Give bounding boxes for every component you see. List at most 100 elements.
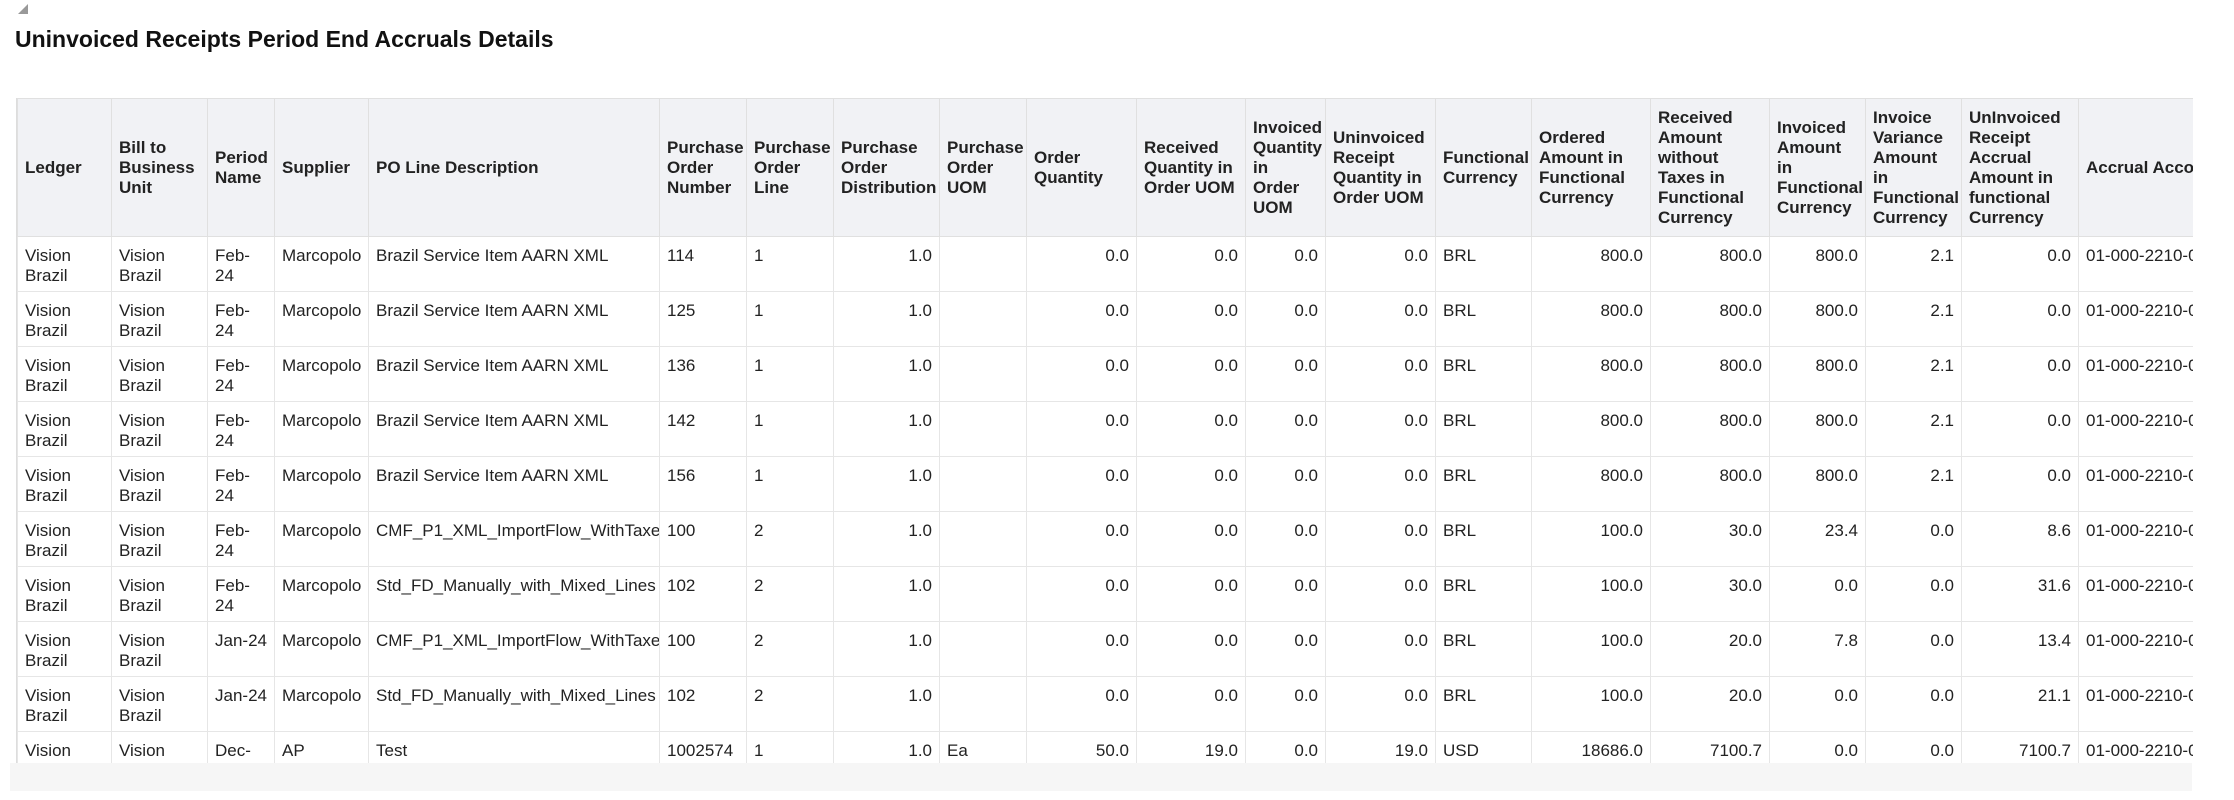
table-cell: 100 (659, 511, 747, 567)
table-cell: 800.0 (1650, 456, 1770, 512)
column-header[interactable]: Uninvoiced Receipt Quantity in Order UOM (1325, 98, 1436, 237)
table-cell: Marcopolo (274, 291, 369, 347)
table-cell: 0.0 (1325, 566, 1436, 622)
table-cell: Std_FD_Manually_with_Mixed_Lines (368, 676, 660, 732)
table-cell: 0.0 (1325, 511, 1436, 567)
column-header[interactable]: Received Quantity in Order UOM (1136, 98, 1246, 237)
table-cell: 1 (746, 346, 834, 402)
resize-icon[interactable] (18, 4, 28, 14)
table-cell: 19.0 (1136, 731, 1246, 763)
table-cell: USD (1435, 731, 1532, 763)
column-header[interactable]: UnInvoiced Receipt Accrual Amount in fun… (1961, 98, 2079, 237)
table-cell: 2.1 (1865, 346, 1962, 402)
table-cell: 800.0 (1769, 346, 1866, 402)
column-header[interactable]: Invoice Variance Amount in Functional Cu… (1865, 98, 1962, 237)
column-header[interactable]: Supplier (274, 98, 369, 237)
table-cell: AP RRF12 Supplier-2 (274, 731, 369, 763)
column-header[interactable]: Functional Currency (1435, 98, 1532, 237)
scroll-area (10, 763, 2192, 791)
table-row: Vision Brazil Vision Brazil Feb-24 Marcopol… (17, 346, 2193, 402)
column-header[interactable]: Invoiced Amount in Functional Currency (1769, 98, 1866, 237)
table-cell: BRL (1435, 456, 1532, 512)
table-cell: 01-000-2210-0 (2078, 731, 2193, 763)
column-header[interactable]: Purchase Order UOM (939, 98, 1027, 237)
table-cell: BRL (1435, 566, 1532, 622)
table-cell: 21.1 (1961, 676, 2079, 732)
table-cell: 0.0 (1245, 401, 1326, 457)
table-row: Vision Brazil Vision Brazil Feb-24 Marcopol… (17, 236, 2193, 292)
table-cell: 2.1 (1865, 236, 1962, 292)
table-cell: 2 (746, 676, 834, 732)
table-cell: 0.0 (1245, 621, 1326, 677)
table-cell: 102 (659, 676, 747, 732)
column-header[interactable]: Accrual Account (2078, 98, 2193, 237)
column-header[interactable]: PO Line Description (368, 98, 660, 237)
column-header[interactable]: Ordered Amount in Functional Currency (1531, 98, 1651, 237)
column-header[interactable]: Invoiced Quantity in Order UOM (1245, 98, 1326, 237)
table-cell: 01-000-2210-0 (2078, 566, 2193, 622)
table-cell: 1.0 (833, 236, 940, 292)
table-cell: 23.4 (1769, 511, 1866, 567)
table-cell: Jan-24 (207, 676, 275, 732)
table-cell (939, 401, 1027, 457)
table-cell: BRL (1435, 236, 1532, 292)
table-cell: Vision Brazil (111, 511, 208, 567)
column-header[interactable]: Ledger (17, 98, 112, 237)
table-cell: 100.0 (1531, 676, 1651, 732)
table-cell: Vision Brazil (111, 236, 208, 292)
table-cell: Vision Brazil (17, 401, 112, 457)
table-cell: 50.0 (1026, 731, 1137, 763)
table-cell: CMF_P1_XML_ImportFlow_WithTaxes (368, 621, 660, 677)
table-cell: 0.0 (1136, 566, 1246, 622)
column-header[interactable]: Purchase Order Distribution (833, 98, 940, 237)
column-header[interactable]: Bill to Business Unit (111, 98, 208, 237)
table-cell: Brazil Service Item AARN XML (368, 291, 660, 347)
table-cell: 0.0 (1961, 456, 2079, 512)
table-cell: 0.0 (1136, 511, 1246, 567)
table-cell: 1 (746, 456, 834, 512)
table-cell: 01-000-2210-0 (2078, 621, 2193, 677)
table-cell: 19.0 (1325, 731, 1436, 763)
table-row: Vision Brazil Vision Brazil Feb-24 Marcopol… (17, 511, 2193, 567)
column-header[interactable]: Purchase Order Line (746, 98, 834, 237)
column-header[interactable]: Received Amount without Taxes in Functio… (1650, 98, 1770, 237)
table-cell: 800.0 (1769, 236, 1866, 292)
table-cell: Feb-24 (207, 291, 275, 347)
table-cell: Vision Brazil (17, 566, 112, 622)
table-cell: Marcopolo (274, 401, 369, 457)
table-cell: 0.0 (1325, 291, 1436, 347)
table-cell: 136 (659, 346, 747, 402)
table-row: Vision OperationsVision OperationsDec-23… (17, 731, 2193, 763)
table-cell: 100.0 (1531, 621, 1651, 677)
column-header[interactable]: Order Quantity (1026, 98, 1137, 237)
table-cell: 0.0 (1026, 456, 1137, 512)
table-cell: 0.0 (1325, 621, 1436, 677)
table-cell: 800.0 (1769, 401, 1866, 457)
table-cell: 01-000-2210-0 (2078, 401, 2193, 457)
table-row: Vision Brazil Vision Brazil Feb-24 Marcopol… (17, 566, 2193, 622)
table-row: Vision Brazil Vision Brazil Feb-24 Marcopol… (17, 456, 2193, 512)
column-header[interactable]: Period Name (207, 98, 275, 237)
table-cell: 0.0 (1136, 676, 1246, 732)
table-cell: 1 (746, 291, 834, 347)
table-cell: 18686.0 (1531, 731, 1651, 763)
table-container[interactable]: Ledger Bill to Business Unit Period Name Su… (16, 98, 2193, 763)
column-header[interactable]: Purchase Order Number (659, 98, 747, 237)
table-cell: Vision Brazil (111, 346, 208, 402)
table-cell: 0.0 (1865, 676, 1962, 732)
table-cell: Vision Brazil (17, 511, 112, 567)
table-cell: 2 (746, 621, 834, 677)
table-cell: 01-000-2210-0 (2078, 291, 2193, 347)
table-cell: 800.0 (1531, 456, 1651, 512)
table-cell: BRL (1435, 401, 1532, 457)
table-cell: 0.0 (1136, 346, 1246, 402)
table-cell: 0.0 (1325, 346, 1436, 402)
table-cell (939, 621, 1027, 677)
table-cell: 0.0 (1136, 621, 1246, 677)
table-cell: 1.0 (833, 456, 940, 512)
table-cell: Marcopolo (274, 511, 369, 567)
table-cell: Brazil Service Item AARN XML (368, 236, 660, 292)
table-cell: BRL (1435, 621, 1532, 677)
table-cell: 0.0 (1026, 291, 1137, 347)
table-cell: 800.0 (1650, 346, 1770, 402)
